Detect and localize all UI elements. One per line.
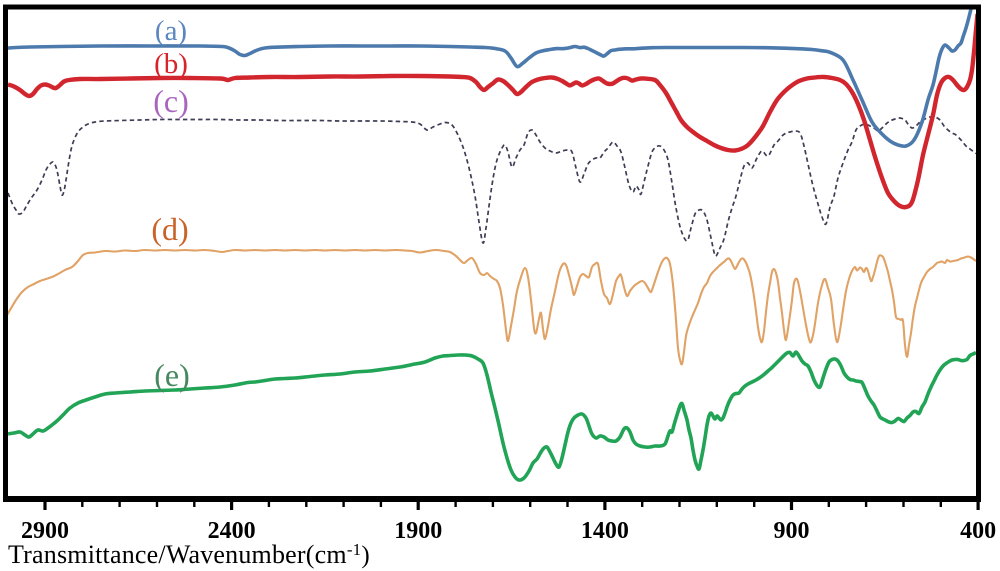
svg-text:(a): (a) (155, 15, 187, 47)
svg-text:400: 400 (960, 518, 996, 544)
svg-text:(d): (d) (151, 211, 188, 247)
svg-text:(e): (e) (154, 357, 190, 393)
svg-text:1400: 1400 (581, 518, 629, 544)
svg-text:(c): (c) (153, 83, 189, 119)
svg-text:2400: 2400 (208, 518, 256, 544)
svg-text:1900: 1900 (394, 518, 442, 544)
svg-text:900: 900 (774, 518, 810, 544)
svg-text:2900: 2900 (21, 518, 69, 544)
svg-text:Transmittance/Wavenumber(cm-1): Transmittance/Wavenumber(cm-1) (8, 540, 370, 569)
svg-text:(b): (b) (154, 48, 188, 80)
